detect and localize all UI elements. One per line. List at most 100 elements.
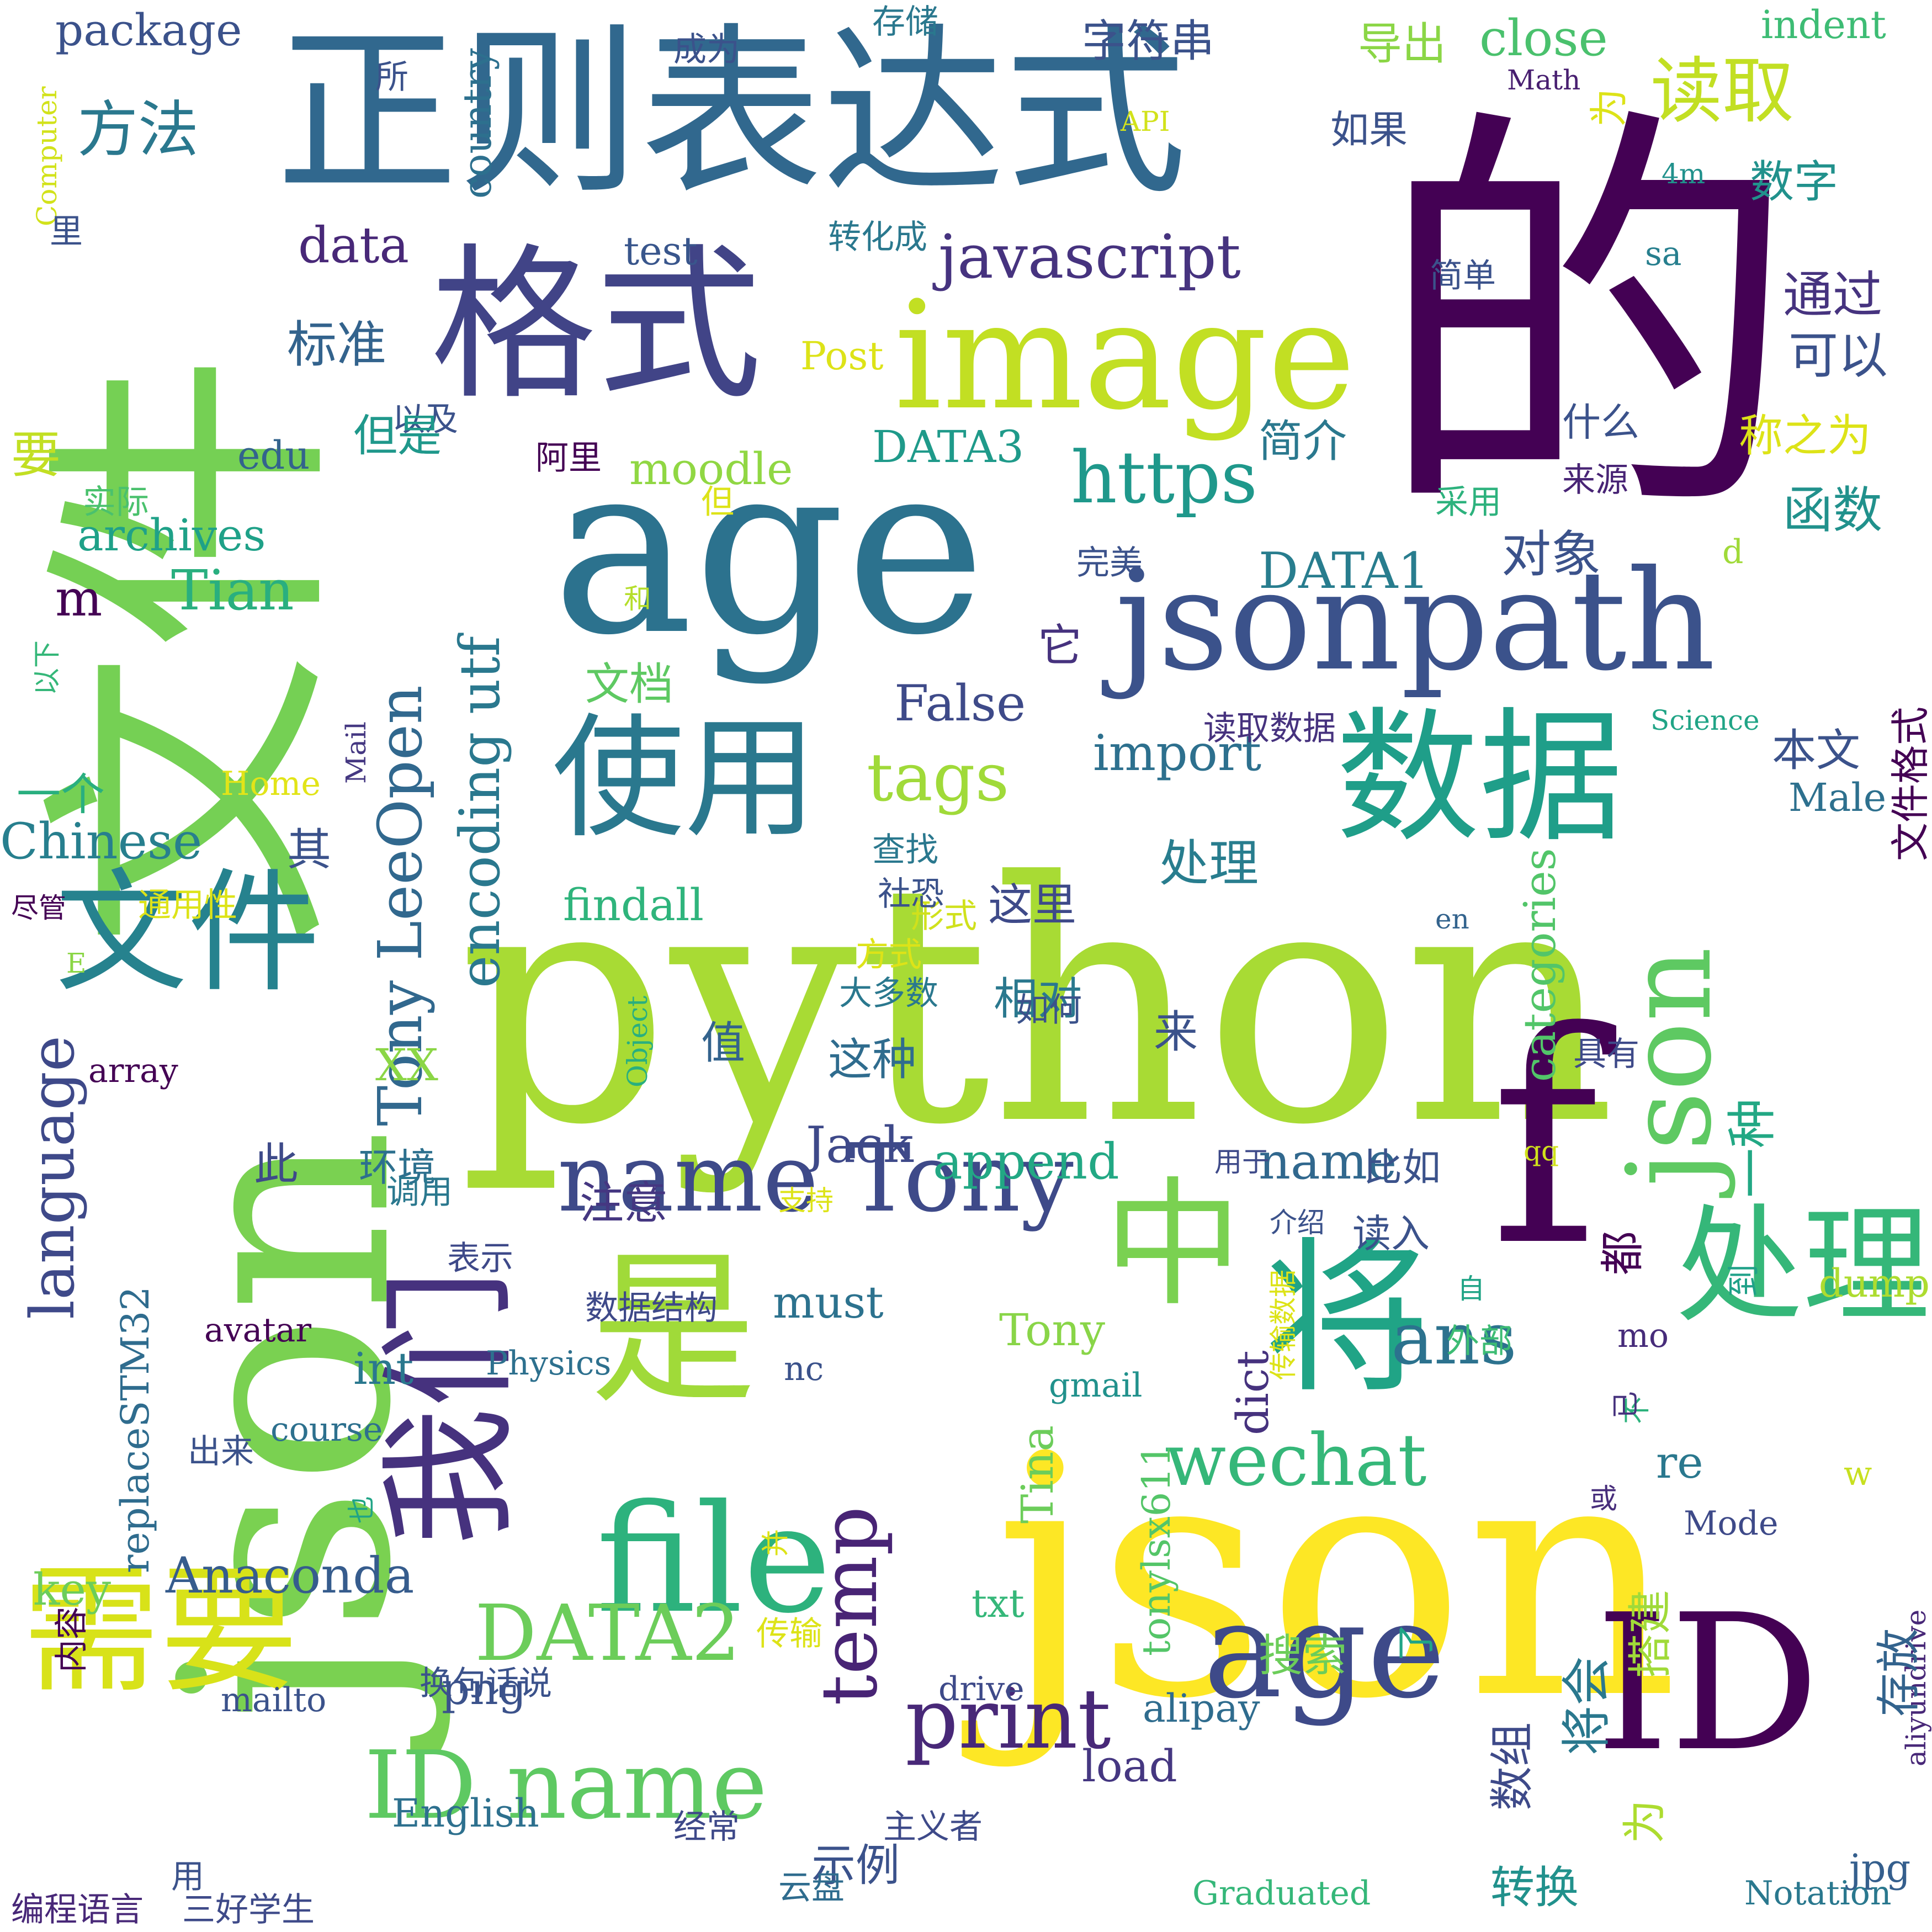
word-176: 它 (1038, 620, 1082, 671)
word-name-tony-25: name Tony (558, 1124, 1074, 1233)
word-8: 格式 (431, 229, 762, 422)
word-id-18: ID (1595, 1574, 1820, 1793)
word-jack-55: Jack (806, 1116, 914, 1174)
word-130: 都 (1597, 1231, 1648, 1275)
word-164: 调用 (386, 1173, 453, 1212)
word-array-96: array (88, 1052, 178, 1090)
word-144: 为 (1619, 1800, 1670, 1844)
word-179: 具有 (1573, 1035, 1639, 1074)
word-163: 支持 (778, 1185, 834, 1217)
word-21: 处理 (1675, 1193, 1930, 1340)
word-147: 主义者 (883, 1808, 983, 1846)
word-108: 导出 (1358, 18, 1446, 70)
word-165: 此 (254, 1139, 298, 1190)
word-mailto-101: mailto (221, 1681, 327, 1719)
word-avatar-97: avatar (204, 1311, 312, 1350)
word-w-77: w (1844, 1455, 1872, 1493)
word-136: 或 (1590, 1483, 1617, 1515)
word-https-31: https (1071, 436, 1258, 519)
word-192: 简介 (1259, 416, 1347, 467)
word-152: 编程语言 (11, 1891, 144, 1929)
word-e-89: E (66, 947, 87, 979)
word-135: 已 (1610, 1391, 1642, 1419)
word-nc-80: nc (784, 1350, 824, 1388)
word-mode-103: Mode (1684, 1504, 1779, 1543)
word-edu-73: edu (237, 433, 310, 478)
word-anaconda-40: Anaconda (166, 1547, 415, 1605)
word-drive-102: drive (938, 1670, 1025, 1708)
word-33: 方法 (77, 94, 199, 165)
word-png-60: png (442, 1663, 527, 1715)
word-close-49: close (1479, 9, 1608, 67)
word-23: 文件 (55, 856, 321, 1010)
word-194: 简单 (1430, 257, 1496, 295)
word-196: 成为 (673, 30, 740, 69)
word-11: 使用 (552, 701, 818, 856)
word-notation-105: Notation (1744, 1874, 1892, 1913)
word-183: 以下 (31, 640, 63, 696)
word-int-71: int (353, 1343, 414, 1394)
word-alipay-65: alipay (1143, 1686, 1260, 1731)
word-129: 一种 (1723, 1098, 1781, 1198)
word-167: 如何 (1016, 991, 1082, 1029)
word-object-95: Object (622, 995, 654, 1087)
word-tonylsx611-68: tonylsx611 (1134, 1442, 1179, 1656)
word-131: 到 (1725, 1264, 1764, 1297)
word-country-52: country (455, 48, 500, 199)
word-188: 阿里 (535, 439, 602, 477)
word-dump-81: dump (1818, 1261, 1930, 1306)
word-22: 我们 (369, 1270, 530, 1546)
word-142: 将会 (1558, 1656, 1616, 1755)
word-post-82: Post (800, 333, 884, 379)
word-120: 这里 (988, 879, 1076, 931)
word-tags-35: tags (867, 740, 1010, 816)
word-data-50: data (298, 216, 410, 274)
word-143: 转换 (1490, 1862, 1579, 1913)
word-must-56: must (773, 1277, 884, 1328)
word-file-15: file (596, 1472, 832, 1646)
word-english-64: English (392, 1791, 539, 1836)
word-home-91: Home (221, 765, 321, 803)
word-4: 正则表达式 (276, 7, 1187, 219)
word-139: 存放 (1873, 1628, 1924, 1717)
word-111: 通过 (1783, 266, 1882, 324)
word-graduated-104: Graduated (1192, 1874, 1371, 1913)
word-id-name-26: ID name (364, 1731, 768, 1840)
word-d-76: d (1722, 533, 1744, 571)
word-113: 称之为 (1739, 410, 1871, 461)
word-append-54: append (933, 1133, 1119, 1191)
word-12: 是 (591, 1234, 756, 1426)
word-118: 要 (11, 426, 61, 484)
word-133: 外部 (1446, 1322, 1512, 1361)
word-170: 形式 (911, 897, 977, 936)
word-184: 和 (624, 583, 651, 615)
word-data2-28: DATA2 (475, 1589, 741, 1679)
word-171: 社恐 (878, 875, 944, 914)
word-python-1: python (458, 811, 1617, 1197)
word-mo-79: mo (1617, 1317, 1669, 1355)
word-153: 三好学生 (182, 1891, 315, 1929)
word-125: 环境 (359, 1145, 436, 1190)
word-encoding-utf-38: encoding utf (448, 636, 512, 988)
word-161: 介绍 (1270, 1207, 1325, 1239)
word-182: 一个 (17, 769, 105, 820)
word-107: 字符串 (1082, 15, 1214, 67)
word-indent-106: indent (1761, 2, 1886, 47)
word-116: 对象 (1501, 526, 1601, 583)
word-146: 示例 (811, 1840, 900, 1891)
word-132: 自 (1457, 1273, 1485, 1305)
word-import-41: import (1093, 724, 1262, 782)
word-key-59: key (33, 1564, 112, 1615)
word-jsonpath-7: jsonpath (1115, 540, 1716, 701)
word-science-93: Science (1650, 704, 1760, 736)
word-chinese-39: Chinese (0, 813, 203, 871)
word-api-85: API (1121, 105, 1170, 137)
word-tian-46: Tian (171, 558, 294, 623)
word-findall-47: findall (563, 879, 704, 931)
word-124: 这种 (828, 1034, 916, 1085)
word-javascript-34: javascript (938, 221, 1241, 292)
word-tina-67: Tina (1012, 1425, 1063, 1524)
word-16: 需要 (22, 1551, 298, 1711)
word-data3-43: DATA3 (872, 421, 1025, 473)
